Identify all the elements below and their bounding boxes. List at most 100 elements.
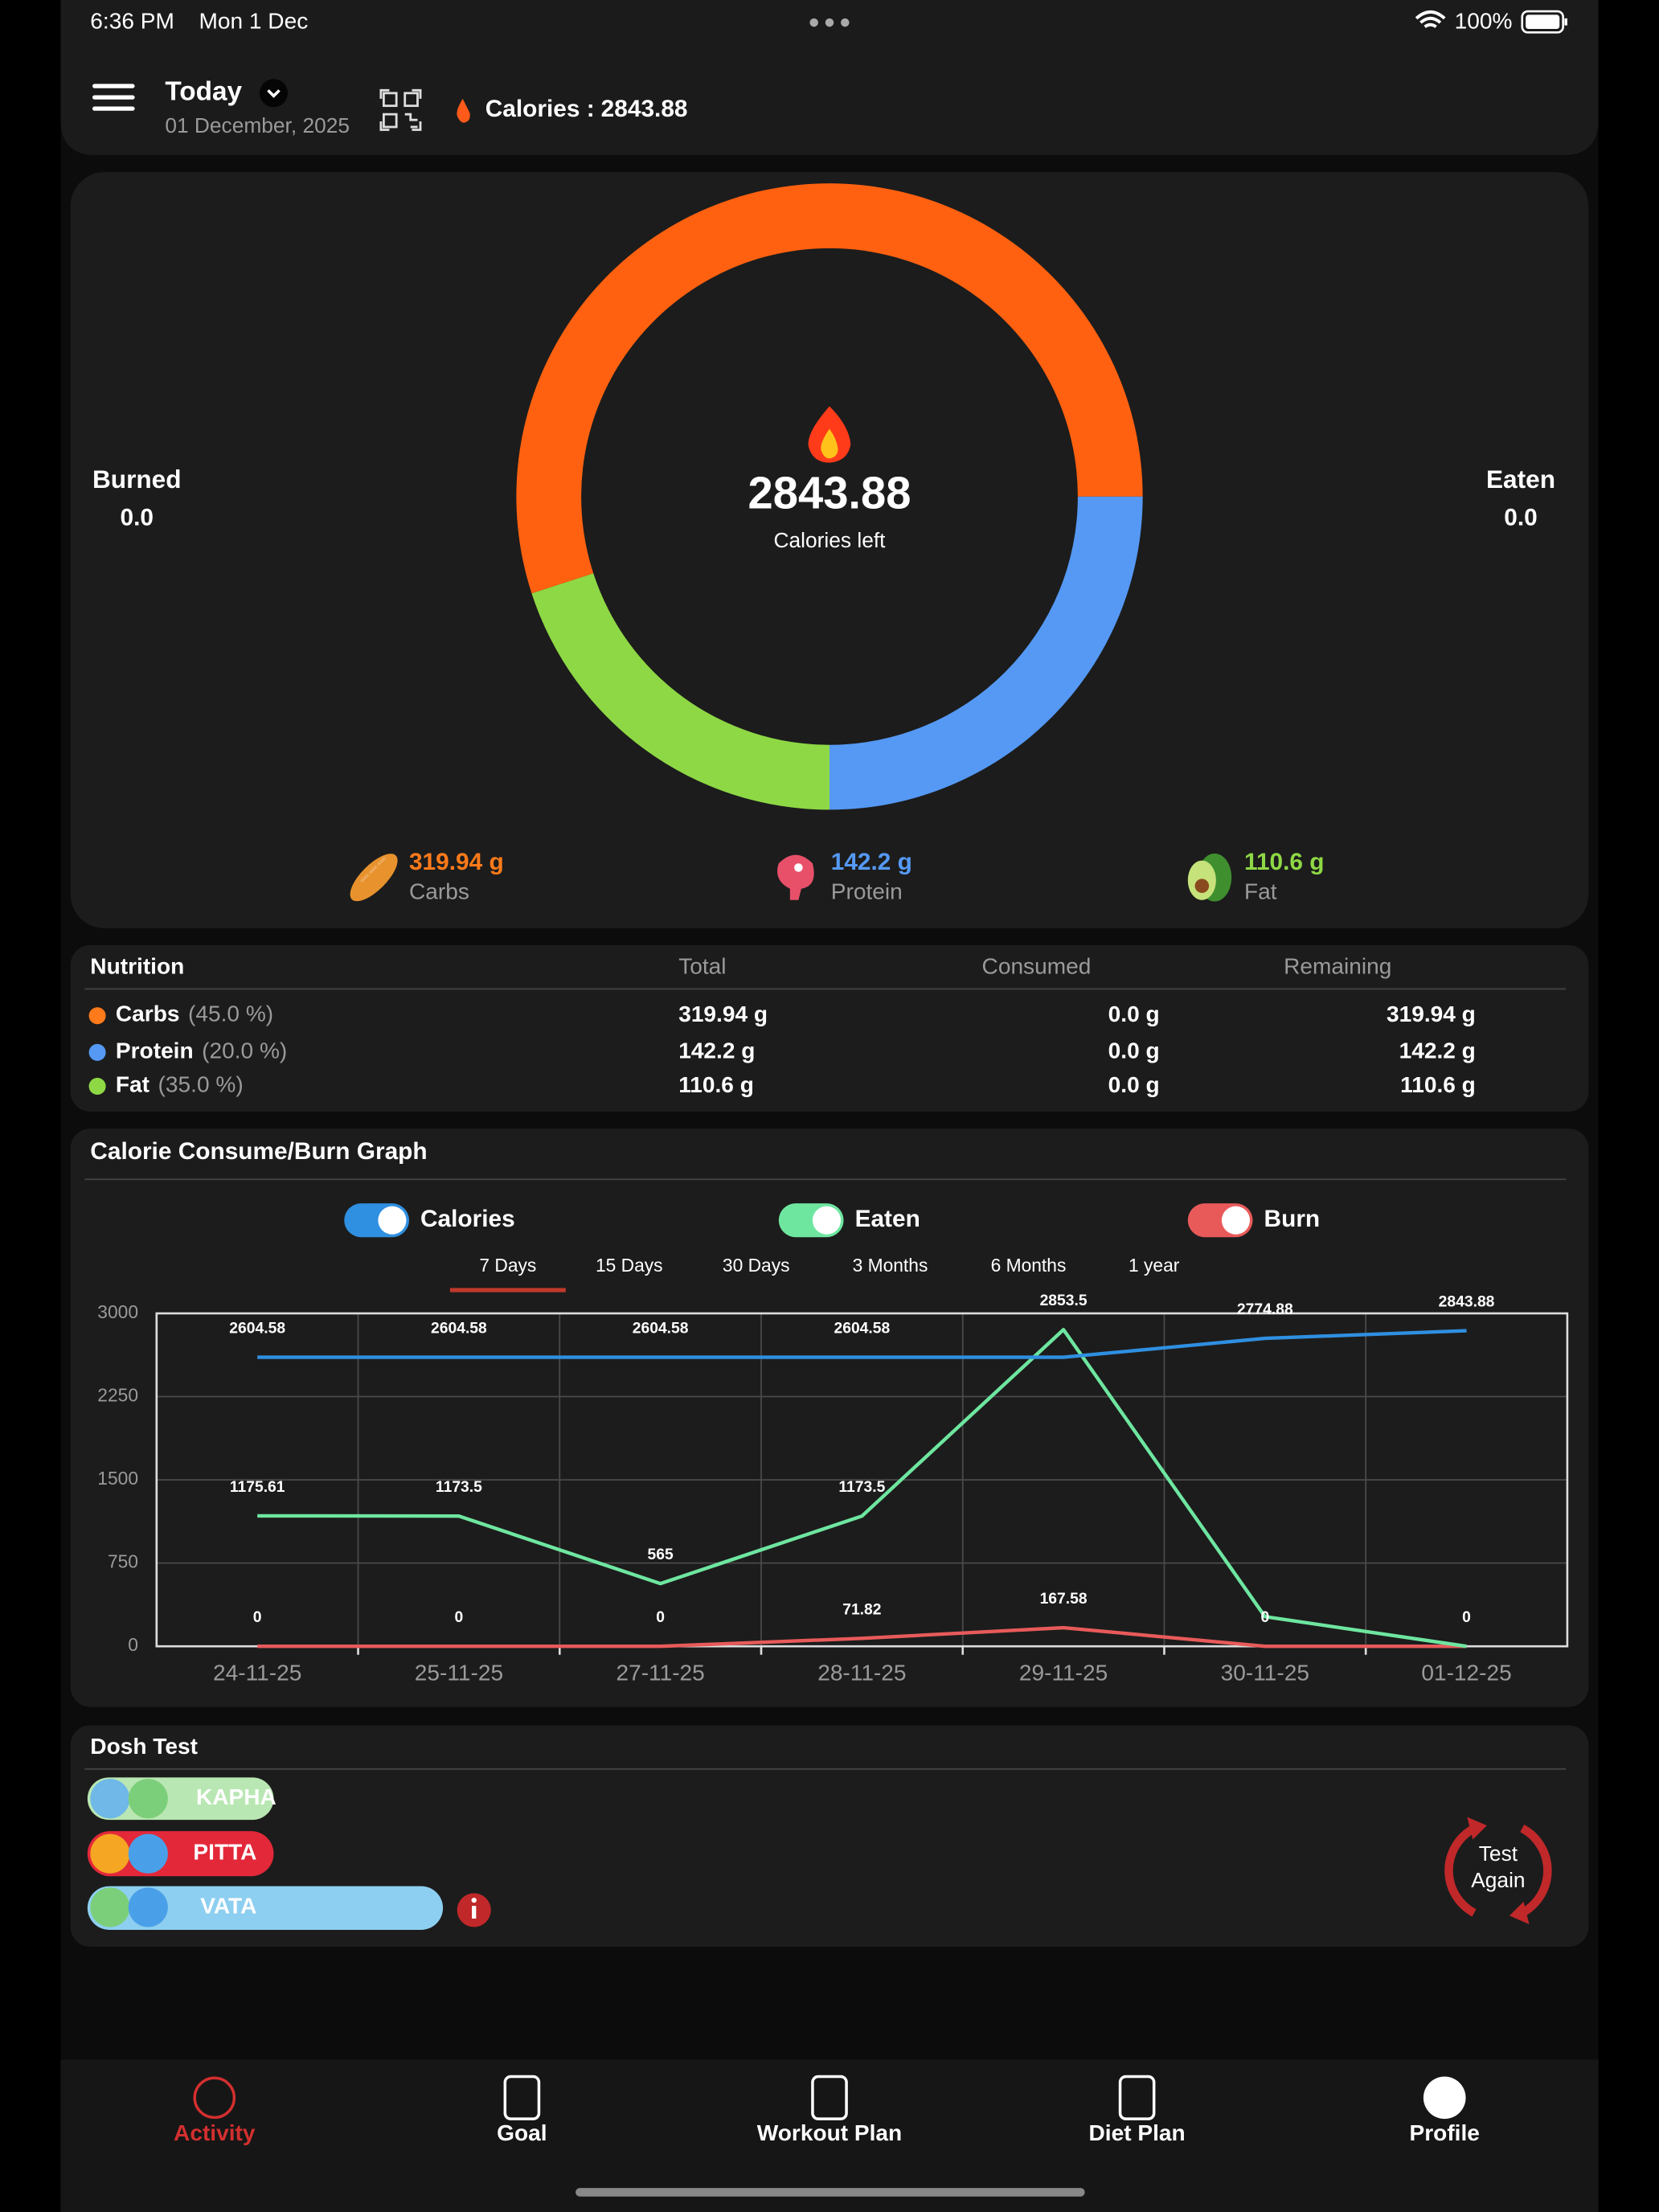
macro-icon (88, 1007, 106, 1025)
burned-value: 0.0 (121, 505, 154, 531)
pitta-label: PITTA (193, 1840, 256, 1865)
info-button[interactable] (457, 1893, 491, 1927)
center-flame (808, 406, 851, 463)
data-label: 0 (1260, 1609, 1269, 1626)
nutrition-rows: Carbs (45.0 %) 319.94 g 0.0 g 319.94 g Protei… (88, 1002, 1476, 1097)
range-tab[interactable]: 15 Days (596, 1255, 663, 1276)
wifi-icon (1415, 10, 1446, 28)
menu-button[interactable] (92, 84, 135, 111)
range-tab[interactable]: 6 Months (991, 1255, 1067, 1276)
total-cell: 142.2 g (678, 1038, 755, 1063)
dosh-card (70, 1725, 1589, 1948)
tab-underline (449, 1288, 566, 1292)
macro-icon (88, 1077, 106, 1095)
eaten-value: 0.0 (1504, 505, 1537, 531)
range-tab[interactable]: 7 Days (479, 1255, 536, 1276)
plot-frame (155, 1312, 1569, 1648)
toggle-knob (812, 1206, 842, 1235)
nav-label: Activity (174, 2120, 256, 2145)
summary-card (70, 172, 1589, 928)
series-line (257, 1329, 1467, 1359)
x-tick-label: 29-11-25 (1019, 1661, 1108, 1686)
consumed-cell: 0.0 g (1108, 1038, 1160, 1063)
fat-amount: 110.6 g (1244, 849, 1325, 875)
nav-item[interactable]: Profile (1410, 2076, 1480, 2145)
nav-item[interactable]: Activity (174, 2076, 256, 2145)
header-bar (60, 0, 1599, 156)
consumed-cell: 0.0 g (1108, 1072, 1160, 1097)
data-label: 2853.5 (1040, 1292, 1088, 1309)
series-line (257, 1625, 1467, 1649)
test-again-line1: Test (1479, 1841, 1518, 1866)
protein-amount: 142.2 g (831, 849, 912, 875)
toggle-knob (378, 1206, 407, 1235)
data-label: 565 (648, 1546, 674, 1563)
nav-item[interactable]: Goal (497, 2075, 547, 2145)
nutrient-name: Protein (20.0 %) (116, 1038, 287, 1063)
range-tab[interactable]: 3 Months (853, 1255, 928, 1276)
eaten-label: Eaten (1486, 465, 1555, 494)
legend-label: Burn (1264, 1206, 1321, 1232)
data-label: 2604.58 (834, 1321, 890, 1337)
total-header: Total (678, 953, 726, 978)
data-label: 2604.58 (633, 1321, 689, 1337)
y-tick-label: 750 (108, 1551, 138, 1572)
data-label: 71.82 (842, 1601, 881, 1618)
qr-button[interactable] (379, 88, 422, 131)
nutrient-name: Carbs (45.0 %) (116, 1002, 273, 1026)
nutrient-label: Fat (116, 1072, 150, 1097)
series-line (257, 1328, 1467, 1649)
calories-label: Calories : (485, 96, 595, 122)
calories-left-label: Calories left (774, 528, 887, 552)
nav-icon (503, 2075, 541, 2120)
period-dropdown[interactable] (259, 79, 289, 108)
nav-icon (1423, 2076, 1466, 2120)
range-tab[interactable]: 1 year (1129, 1255, 1180, 1276)
x-tick-label: 30-11-25 (1221, 1661, 1309, 1686)
pitta-pill (87, 1831, 274, 1877)
data-label: 2843.88 (1439, 1294, 1495, 1311)
vata-pill (87, 1886, 444, 1930)
nav-label: Profile (1410, 2120, 1480, 2145)
x-tick-label: 01-12-25 (1421, 1661, 1511, 1686)
test-again-button[interactable]: Test Again (1444, 1817, 1552, 1924)
calories-value: 2843.88 (601, 96, 688, 122)
nav-item[interactable]: Diet Plan (1089, 2075, 1186, 2145)
bottom-nav (60, 2059, 1599, 2212)
status-date: Mon 1 Dec (199, 9, 308, 34)
nav-item[interactable]: Workout Plan (757, 2075, 902, 2145)
data-label: 2604.58 (431, 1321, 487, 1337)
data-label: 1173.5 (436, 1479, 482, 1496)
consumed-header: Consumed (982, 953, 1092, 978)
total-cell: 110.6 g (678, 1072, 754, 1097)
dosh-title: Dosh Test (90, 1734, 198, 1759)
status-time: 6:36 PM (90, 9, 174, 34)
carbs-name: Carbs (409, 879, 469, 903)
nutrient-name: Fat (35.0 %) (116, 1072, 244, 1097)
toggle-knob (1221, 1206, 1251, 1235)
protein-name: Protein (831, 879, 903, 903)
burned-label: Burned (92, 465, 182, 494)
ring-segment (830, 496, 1143, 810)
nav-label: Goal (497, 2120, 547, 2145)
remaining-cell: 319.94 g (1387, 1002, 1476, 1026)
macro-icon (88, 1043, 106, 1061)
data-label: 1173.5 (838, 1479, 885, 1496)
nutrient-percent: (20.0 %) (202, 1038, 287, 1063)
data-label: 2774.88 (1237, 1301, 1293, 1318)
x-tick-label: 28-11-25 (817, 1661, 906, 1686)
home-indicator (576, 2188, 1085, 2197)
nutrition-header: Nutrition (90, 953, 184, 978)
data-label: 2604.58 (229, 1321, 285, 1337)
carbs-icon (350, 854, 398, 902)
remaining-cell: 110.6 g (1400, 1072, 1476, 1097)
y-tick-label: 1500 (97, 1468, 138, 1489)
legend-label: Eaten (855, 1206, 920, 1232)
nav-icon (811, 2075, 848, 2120)
nutrient-percent: (45.0 %) (188, 1002, 273, 1026)
x-tick-label: 24-11-25 (213, 1661, 301, 1686)
range-tab[interactable]: 30 Days (723, 1255, 790, 1276)
period-title: Today (165, 77, 242, 107)
data-label: 0 (253, 1609, 262, 1626)
